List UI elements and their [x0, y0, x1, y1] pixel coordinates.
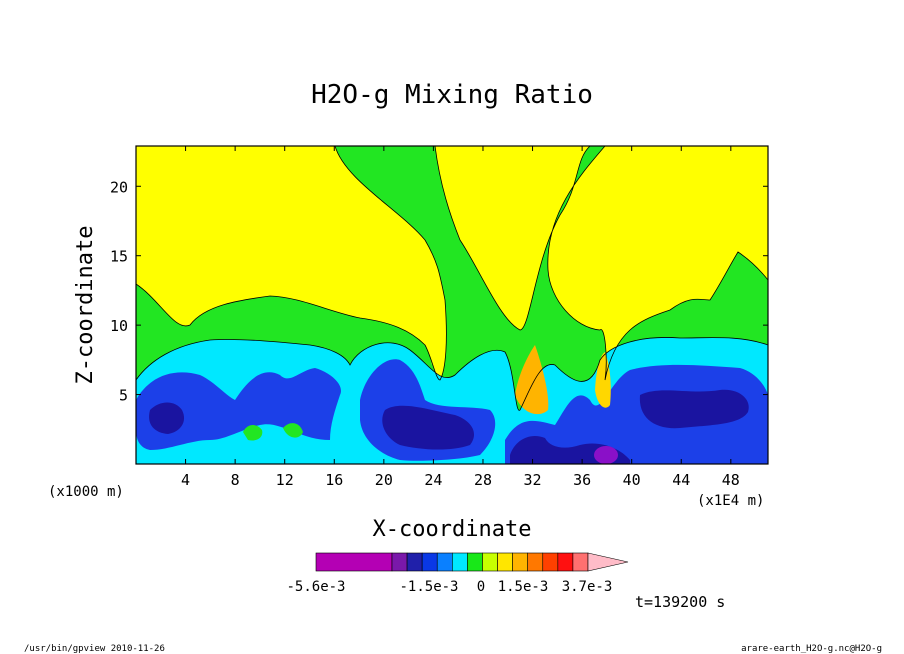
region-green-patch: [243, 423, 303, 441]
x-tick-label: 48: [722, 471, 740, 489]
region-blue-right: [505, 364, 768, 464]
region-darkblue-mid: [382, 405, 475, 450]
colorbar-swatch: [542, 552, 559, 572]
y-tick-label: 20: [110, 178, 128, 196]
x-unit-left: (x1000 m): [48, 484, 124, 500]
plot-frame: [135, 145, 769, 465]
region-darkblue-right: [639, 389, 749, 429]
region-yellow-tongue: [420, 318, 435, 365]
x-tick-label: 20: [375, 471, 393, 489]
region-orange: [515, 345, 549, 415]
y-tick-label: 15: [110, 248, 128, 266]
colorbar-swatch: [557, 552, 574, 572]
x-tick-label: 8: [231, 471, 240, 489]
colorbar-swatch: [452, 552, 468, 572]
colorbar-label: 0: [477, 579, 485, 595]
y-tick-label: 10: [110, 317, 128, 335]
footer-right: arare-earth_H2O-g.nc@H2O-g: [741, 644, 882, 654]
x-tick-label: 4: [181, 471, 190, 489]
y-tick-label: 5: [119, 387, 128, 405]
x-tick-label: 36: [573, 471, 591, 489]
x-tick-label: 44: [672, 471, 690, 489]
colorbar-swatch: [421, 552, 438, 572]
colorbar-swatch: [482, 552, 498, 572]
region-darkblue-left: [149, 402, 185, 434]
x-tick-label: 32: [524, 471, 542, 489]
footer-left: /usr/bin/gpview 2010-11-26: [24, 644, 165, 654]
colorbar-swatch: [406, 552, 423, 572]
region-purple: [594, 446, 618, 464]
x-tick-label: 28: [474, 471, 492, 489]
colorbar-swatch: [497, 552, 513, 572]
colorbar-label: -1.5e-3: [399, 579, 458, 595]
x-tick-label: 24: [424, 471, 442, 489]
contour-lines: [136, 146, 768, 411]
colorbar-swatch: [572, 552, 589, 572]
time-label: t=139200 s: [635, 593, 725, 611]
colorbar-swatch: [315, 552, 393, 572]
colorbar-swatch: [512, 552, 528, 572]
y-axis-label: Z-coordinate: [73, 226, 98, 385]
x-tick-label: 16: [325, 471, 343, 489]
x-axis-ticks: 4 8 12 16 20 24 28 32 36 40 44 48: [181, 146, 740, 489]
colorbar-swatch: [436, 552, 453, 572]
x-axis-label: X-coordinate: [373, 517, 532, 542]
colorbar: [315, 552, 629, 572]
colorbar-swatch: [527, 552, 544, 572]
colorbar-arrow: [587, 552, 629, 572]
contour-field: [136, 146, 768, 464]
colorbar-label: 3.7e-3: [562, 579, 613, 595]
x-tick-label: 40: [623, 471, 641, 489]
x-unit-right: (x1E4 m): [697, 493, 764, 509]
chart-title: H2O-g Mixing Ratio: [311, 80, 593, 110]
colorbar-label: 1.5e-3: [498, 579, 549, 595]
colorbar-swatch: [391, 552, 408, 572]
colorbar-label: -5.6e-3: [286, 579, 345, 595]
x-tick-label: 12: [276, 471, 294, 489]
colorbar-labels: -5.6e-3 -1.5e-3 0 1.5e-3 3.7e-3: [286, 579, 612, 595]
region-gold: [595, 352, 611, 408]
y-axis-ticks: 5 10 15 20: [110, 178, 768, 405]
colorbar-swatch: [467, 552, 483, 572]
